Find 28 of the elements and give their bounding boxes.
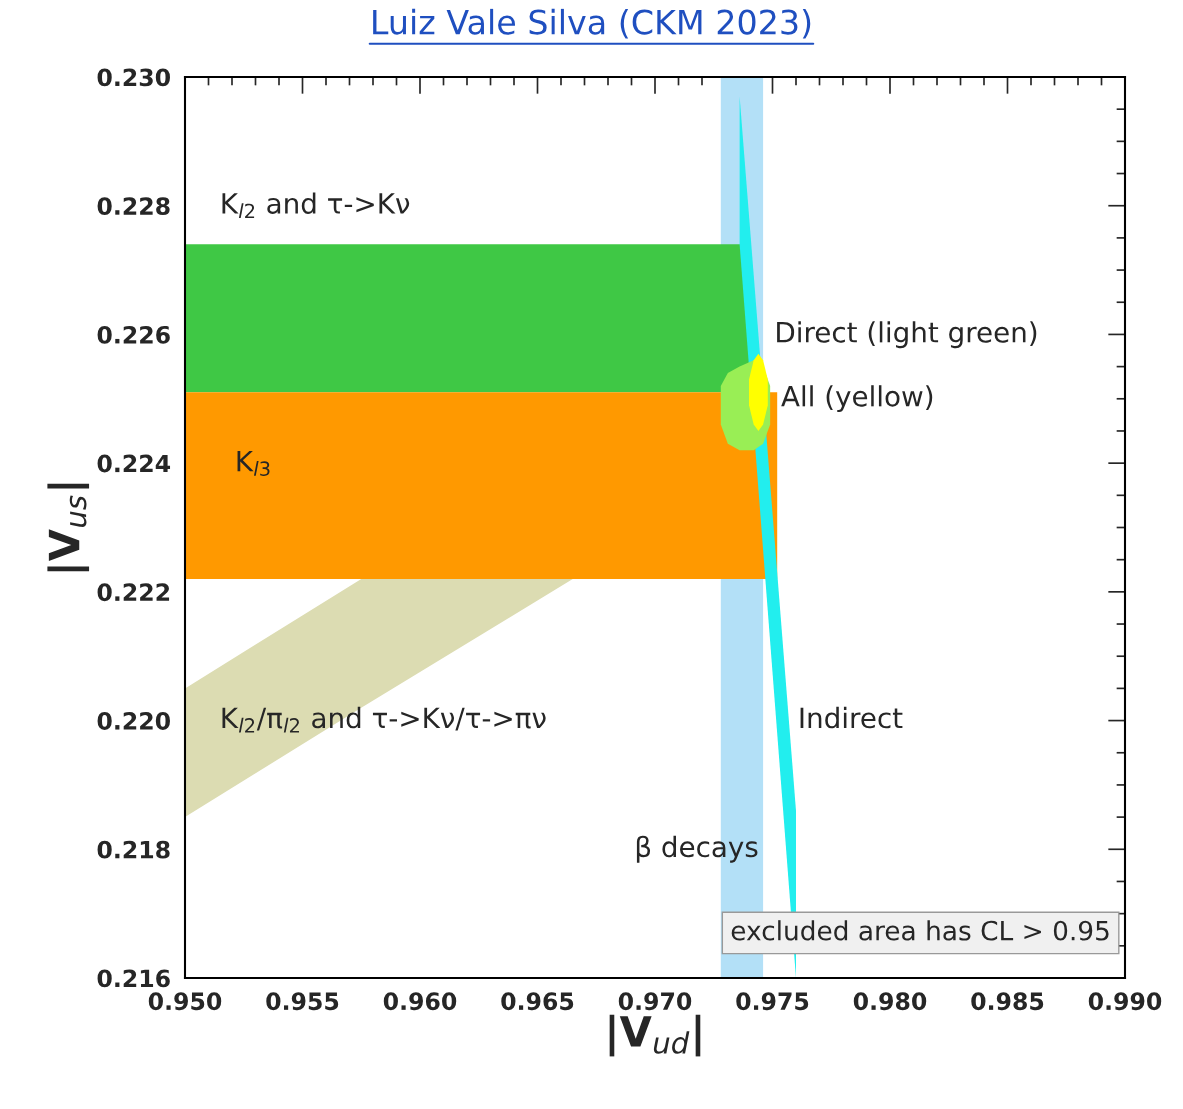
y-axis-title: |V$_{us}$| bbox=[47, 483, 90, 572]
y-tick-label: 0.216 bbox=[97, 969, 170, 988]
annotation: All (yellow) bbox=[781, 385, 933, 413]
annotation: Direct (light green) bbox=[777, 321, 1037, 349]
x-tick-label: 0.990 bbox=[1088, 992, 1162, 1011]
y-tick-label: 0.218 bbox=[97, 840, 170, 859]
annotation: K$_{l3}$ bbox=[237, 450, 270, 476]
y-tick-label: 0.222 bbox=[97, 583, 170, 602]
x-tick-label: 0.985 bbox=[971, 992, 1044, 1011]
x-tick-label: 0.980 bbox=[853, 992, 927, 1011]
annotation: K$_{l2}$ and τ->Kν bbox=[222, 192, 410, 219]
x-tick-label: 0.970 bbox=[618, 992, 692, 1011]
y-tick-label: 0.230 bbox=[97, 68, 170, 87]
x-axis-title: |V$_{ud}$| bbox=[609, 1014, 701, 1057]
chart-title: Luiz Vale Silva (CKM 2023) bbox=[373, 8, 811, 39]
x-tick-label: 0.955 bbox=[266, 992, 339, 1011]
annotation: excluded area has CL > 0.95 bbox=[731, 920, 1109, 941]
x-tick-label: 0.950 bbox=[148, 992, 222, 1011]
x-tick-label: 0.965 bbox=[501, 992, 574, 1011]
annotation: β decays bbox=[636, 835, 758, 863]
x-tick-label: 0.960 bbox=[383, 992, 457, 1011]
y-tick-label: 0.220 bbox=[97, 712, 170, 730]
x-tick-label: 0.975 bbox=[736, 992, 809, 1011]
y-tick-label: 0.224 bbox=[97, 454, 171, 473]
y-tick-label: 0.226 bbox=[97, 325, 170, 344]
annotation: Indirect bbox=[800, 706, 903, 729]
y-tick-label: 0.228 bbox=[97, 197, 170, 216]
annotation: K$_{l2}$/π$_{l2}$ and τ->Kν/τ->πν bbox=[222, 706, 546, 733]
